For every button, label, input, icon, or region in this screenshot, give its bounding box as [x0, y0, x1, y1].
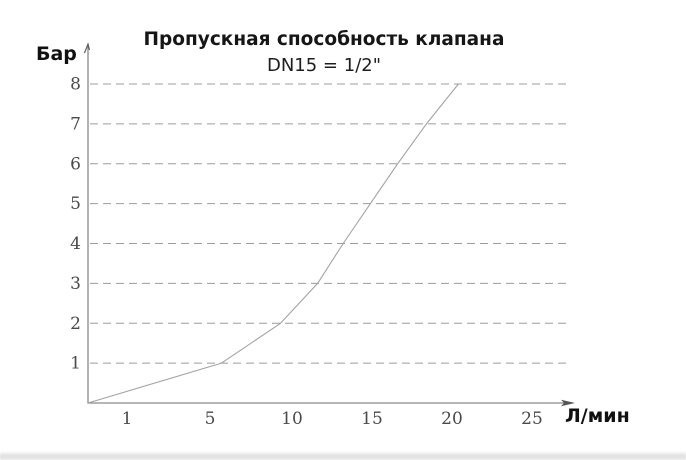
y-tick-label: 7: [70, 114, 81, 134]
x-axis-arrowhead-icon: [561, 399, 575, 407]
flow-curve: [87, 83, 459, 404]
y-tick-label: 6: [70, 154, 81, 174]
chart-subtitle: DN15 = 1/2": [266, 55, 381, 76]
y-tick-label: 2: [70, 314, 81, 334]
y-axis-arrowhead-icon: [83, 42, 91, 54]
y-tick-label: 1: [70, 354, 81, 374]
x-tick-label: 20: [441, 409, 463, 429]
y-tick-label: 4: [70, 234, 81, 254]
x-axis-unit-label: Л/мин: [565, 405, 630, 427]
y-tick-label: 8: [70, 75, 81, 95]
x-tick-label: 1: [122, 409, 133, 429]
y-axis-unit-label: Бар: [36, 43, 77, 65]
y-tick-label: 3: [70, 274, 81, 294]
scan-artifact-strip: [0, 451, 686, 460]
x-tick-label: 15: [361, 409, 383, 429]
y-tick-label: 5: [70, 194, 81, 214]
x-tick-label: 10: [281, 409, 303, 429]
x-tick-label: 25: [521, 409, 543, 429]
x-tick-label: 5: [205, 409, 216, 429]
chart-title: Пропускная способность клапана: [143, 29, 505, 50]
